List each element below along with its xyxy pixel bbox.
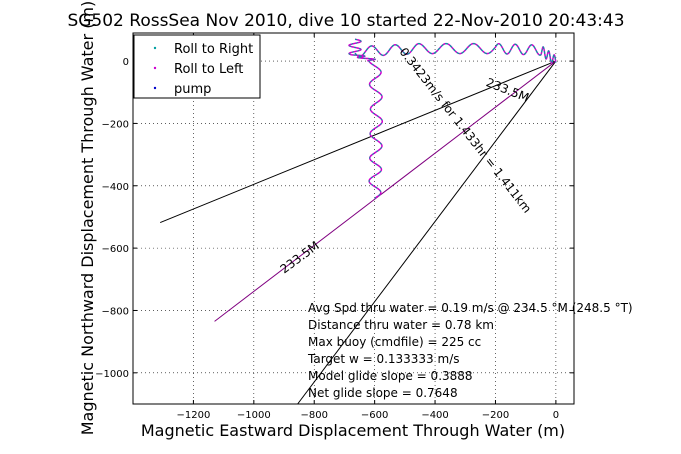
stats-text: Avg Spd thru water = 0.19 m/s @ 234.5 °M… [307,301,633,400]
legend-marker-pump [153,86,157,90]
stat-line: Distance thru water = 0.78 km [308,318,494,332]
legend: Roll to Right Roll to Left pump [133,34,261,99]
chart-title: SG502 RossSea Nov 2010, dive 10 started … [67,11,624,31]
reference-line [214,60,557,322]
surface-track-roll-right [354,42,557,64]
x-tick-label: −200 [482,410,509,421]
y-tick-label: −1000 [95,369,129,380]
track-roll-left [348,38,384,199]
line-annotation: 0.3423m/s for 1.433hr = 1.411km [397,45,535,216]
legend-label-pump: pump [174,82,211,97]
stat-line: Net glide slope = 0.7648 [308,386,458,400]
legend-label-roll-right: Roll to Right [174,42,253,57]
stat-line: Target w = 0.133333 m/s [307,352,460,366]
stat-line: Avg Spd thru water = 0.19 m/s @ 234.5 °M… [308,301,633,315]
x-tick-label: −1200 [176,410,210,421]
x-tick-label: 0 [553,410,559,421]
plot-frame [132,32,575,405]
legend-marker-roll-right [153,46,157,50]
y-tick-label: −400 [102,182,129,193]
line-annotation: 233.5M [484,75,531,104]
x-tick-label: −600 [361,410,388,421]
stat-line: Model glide slope = 0.3888 [308,369,473,383]
y-tick-label: −200 [102,119,129,130]
y-tick-label: 0 [123,57,129,68]
x-tick-label: −1000 [237,410,271,421]
y-axis-label: Magnetic Northward Displacement Through … [78,1,97,436]
y-tick-label: −600 [102,244,129,255]
x-axis-label: Magnetic Eastward Displacement Through W… [141,421,565,440]
reference-line [297,60,557,405]
reference-line [159,60,557,224]
reference-lines [159,60,557,405]
stat-line: Max buoy (cmdfile) = 225 cc [308,335,481,349]
track-roll-right [348,38,383,199]
legend-marker-roll-left [153,66,157,70]
x-tick-label: −800 [300,410,327,421]
y-tick-label: −800 [102,306,129,317]
x-tick-label: −400 [421,410,448,421]
glider-track [348,38,557,199]
grid-lines [133,33,574,404]
legend-label-roll-left: Roll to Left [174,62,243,77]
line-annotation: 233.5M [278,238,322,276]
y-axis-ticks: 0 −200 −400 −600 −800 −1000 [95,57,574,380]
